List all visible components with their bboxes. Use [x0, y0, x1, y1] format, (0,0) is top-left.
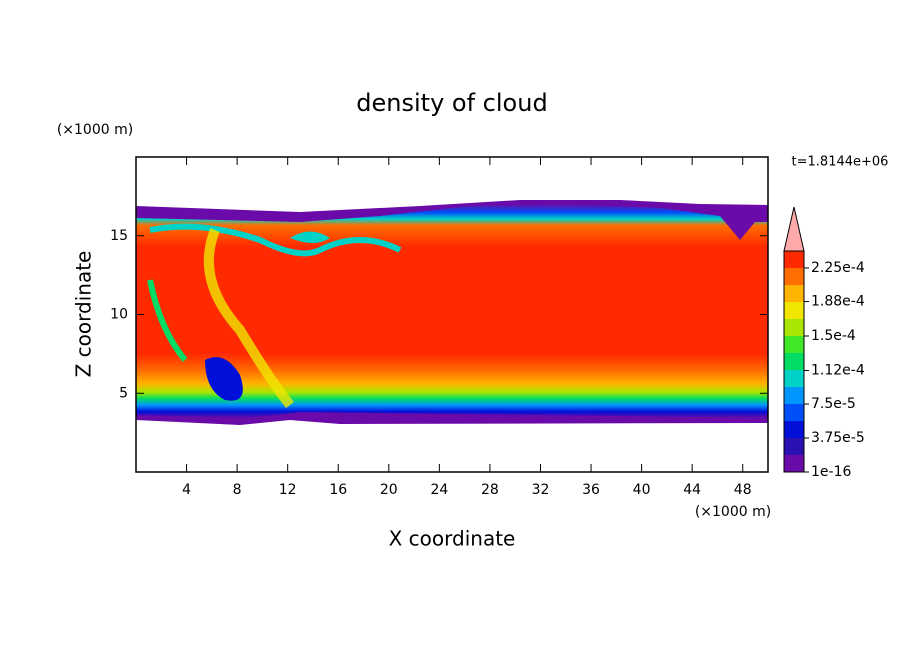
- colorbar-band: [784, 455, 804, 472]
- colorbar-band: [784, 268, 804, 285]
- annotation: t=1.8144e+06: [792, 155, 889, 170]
- colorbar-band: [784, 319, 804, 336]
- x-unit: (×1000 m): [695, 504, 771, 520]
- x-tick-label: 28: [481, 482, 499, 498]
- colorbar-band: [784, 336, 804, 353]
- colorbar-band: [784, 285, 804, 302]
- y-tick-label: 10: [110, 307, 128, 323]
- colorbar-label: 2.25e-4: [811, 260, 865, 276]
- colorbar-band: [784, 370, 804, 387]
- x-tick-label: 36: [582, 482, 600, 498]
- colorbar-band: [784, 404, 804, 421]
- chart-title: density of cloud: [356, 89, 547, 117]
- colorbar-label: 1.12e-4: [811, 362, 865, 378]
- colorbar-label: 1.5e-4: [811, 328, 856, 344]
- colorbar-band: [784, 387, 804, 404]
- x-tick-label: 44: [683, 482, 701, 498]
- y-tick-label: 5: [119, 385, 128, 401]
- colorbar-frame: [783, 250, 805, 473]
- x-tick-label: 16: [329, 482, 347, 498]
- x-tick-label: 32: [532, 482, 550, 498]
- colorbar-band: [784, 251, 804, 268]
- x-tick-label: 40: [633, 482, 651, 498]
- x-axis-label: X coordinate: [389, 527, 516, 551]
- colorbar-label: 1e-16: [811, 464, 851, 480]
- colorbar-band: [784, 302, 804, 319]
- y-tick-label: 15: [110, 228, 128, 244]
- x-tick-label: 48: [734, 482, 752, 498]
- colorbar-band: [784, 421, 804, 438]
- y-unit: (×1000 m): [57, 122, 133, 138]
- colorbar-band: [784, 353, 804, 370]
- colorbar-band: [784, 438, 804, 455]
- y-axis-label: Z coordinate: [72, 251, 96, 378]
- x-tick-label: 20: [380, 482, 398, 498]
- x-tick-label: 8: [233, 482, 242, 498]
- colorbar-label: 3.75e-5: [811, 430, 865, 446]
- x-tick-label: 4: [182, 482, 191, 498]
- x-tick-label: 24: [430, 482, 448, 498]
- x-tick-label: 12: [279, 482, 297, 498]
- colorbar-label: 1.88e-4: [811, 294, 865, 310]
- contour-field: [136, 200, 768, 425]
- colorbar-label: 7.5e-5: [811, 396, 856, 412]
- colorbar-over: [783, 206, 805, 252]
